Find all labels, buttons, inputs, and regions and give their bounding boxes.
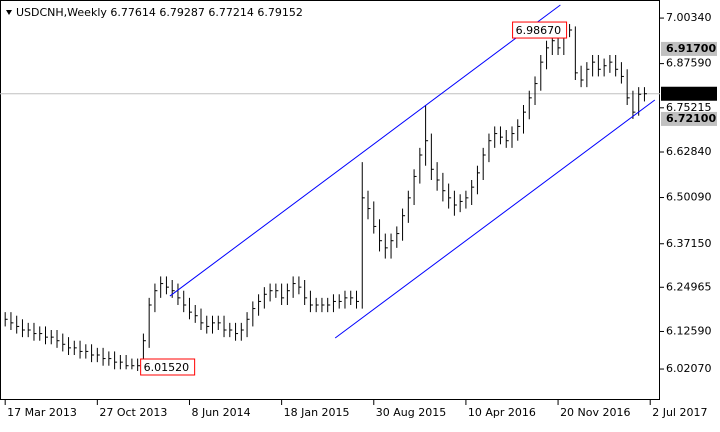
annotation-text: 6.98670 xyxy=(516,24,562,37)
x-tick-label: 27 Oct 2013 xyxy=(99,406,167,419)
x-tick-label: 17 Mar 2013 xyxy=(7,406,77,419)
annotation-text: 6.01520 xyxy=(144,361,190,374)
trendline xyxy=(334,99,656,339)
trendline xyxy=(169,4,561,297)
annotation: 6.98670 xyxy=(512,21,568,39)
collapse-icon xyxy=(6,10,12,15)
chart-title: USDCNH,Weekly 6.77614 6.79287 6.77214 6.… xyxy=(16,6,303,19)
y-tick-label: 6.75215 xyxy=(666,101,712,114)
price-label: 6.79152 xyxy=(666,87,716,100)
annotation-box xyxy=(512,21,568,39)
over-layer: 6.98670 6.01520 xyxy=(140,4,656,376)
price-label-box xyxy=(661,41,717,56)
y-tick-label: 6.02070 xyxy=(666,362,712,375)
x-tick-label: 20 Nov 2016 xyxy=(560,406,630,419)
y-tick-label: 6.50090 xyxy=(666,191,712,204)
price-label: 6.91700 xyxy=(666,42,716,55)
x-tick-label: 2 Jul 2017 xyxy=(652,406,707,419)
y-tick-label: 7.00340 xyxy=(666,11,712,24)
price-label-box xyxy=(661,86,717,101)
y-tick-label: 6.87590 xyxy=(666,57,712,70)
price-label-box xyxy=(661,111,717,126)
x-tick-label: 18 Jan 2015 xyxy=(284,406,350,419)
x-tick-label: 10 Apr 2016 xyxy=(468,406,536,419)
y-tick-label: 6.12590 xyxy=(666,324,712,337)
y-tick-label: 6.62840 xyxy=(666,145,712,158)
x-tick-label: 30 Aug 2015 xyxy=(376,406,446,419)
annotation-box xyxy=(140,358,196,376)
y-tick-label: 6.37150 xyxy=(666,237,712,250)
x-tick-label: 8 Jun 2014 xyxy=(191,406,250,419)
annotation: 6.01520 xyxy=(140,358,196,376)
bar-layer xyxy=(4,24,647,371)
y-tick-label: 6.24965 xyxy=(666,280,712,293)
price-label: 6.72100 xyxy=(666,112,716,125)
plot-frame xyxy=(0,0,660,400)
